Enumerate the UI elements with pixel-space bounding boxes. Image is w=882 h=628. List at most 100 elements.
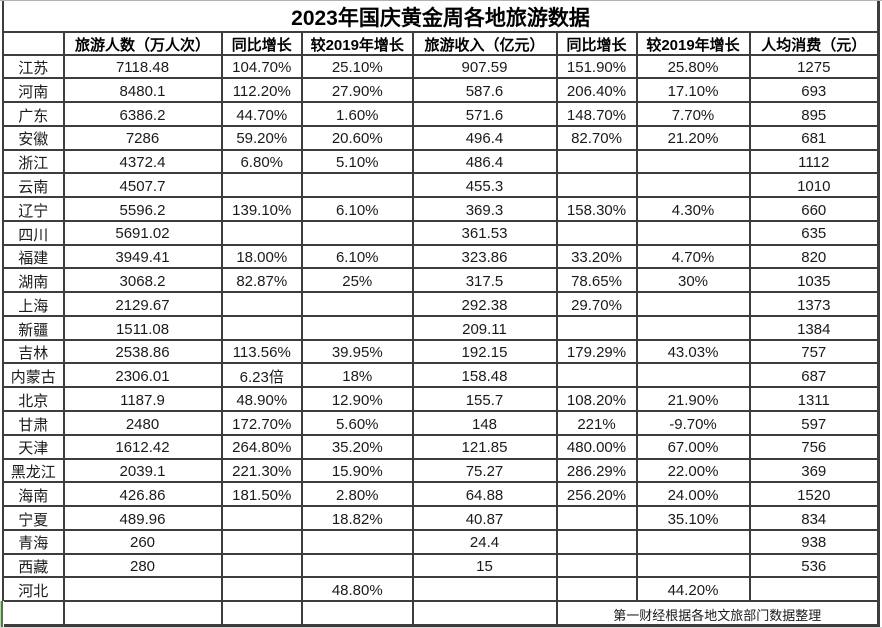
- table-cell[interactable]: 323.86: [413, 245, 556, 268]
- table-cell[interactable]: [557, 364, 636, 387]
- table-cell[interactable]: [637, 316, 749, 339]
- table-cell[interactable]: 7118.48: [64, 55, 221, 78]
- header-cell-vs2019-growth[interactable]: 较2019年增长: [303, 32, 412, 54]
- table-cell[interactable]: [303, 293, 412, 315]
- table-cell[interactable]: 286.29%: [557, 459, 636, 482]
- table-cell[interactable]: 4.30%: [637, 198, 749, 220]
- row-header-cell[interactable]: 浙江: [4, 150, 63, 173]
- table-cell[interactable]: 39.95%: [303, 340, 412, 363]
- table-cell[interactable]: [4, 602, 63, 624]
- table-cell[interactable]: 25%: [303, 269, 412, 292]
- table-cell[interactable]: 25.10%: [303, 55, 412, 78]
- table-cell[interactable]: 1311: [750, 388, 877, 410]
- table-cell[interactable]: 938: [750, 530, 877, 553]
- row-header-cell[interactable]: 辽宁: [4, 198, 63, 220]
- table-cell[interactable]: 206.40%: [557, 79, 636, 102]
- table-cell[interactable]: 907.59: [413, 55, 556, 78]
- row-header-cell[interactable]: 天津: [4, 435, 63, 458]
- table-cell[interactable]: 5.10%: [303, 150, 412, 173]
- table-cell[interactable]: 12.90%: [303, 388, 412, 410]
- table-cell[interactable]: 1384: [750, 316, 877, 339]
- table-cell[interactable]: 22.00%: [637, 459, 749, 482]
- row-header-cell[interactable]: 吉林: [4, 340, 63, 363]
- table-cell[interactable]: [637, 150, 749, 173]
- table-cell[interactable]: 2039.1: [64, 459, 221, 482]
- table-cell[interactable]: 82.70%: [557, 126, 636, 149]
- row-header-cell[interactable]: 宁夏: [4, 507, 63, 529]
- table-cell[interactable]: 571.6: [413, 103, 556, 125]
- table-cell[interactable]: 155.7: [413, 388, 556, 410]
- table-cell[interactable]: [303, 530, 412, 553]
- table-cell[interactable]: 1.60%: [303, 103, 412, 125]
- table-cell[interactable]: 587.6: [413, 79, 556, 102]
- row-header-cell[interactable]: 新疆: [4, 316, 63, 339]
- header-cell-visitors[interactable]: 旅游人数（万人次）: [64, 32, 221, 54]
- table-cell[interactable]: 3068.2: [64, 269, 221, 292]
- table-cell[interactable]: 48.80%: [303, 578, 412, 601]
- table-cell[interactable]: [557, 174, 636, 197]
- table-cell[interactable]: 1035: [750, 269, 877, 292]
- table-cell[interactable]: 4507.7: [64, 174, 221, 197]
- table-cell[interactable]: [637, 174, 749, 197]
- table-cell[interactable]: 67.00%: [637, 435, 749, 458]
- table-cell[interactable]: 192.15: [413, 340, 556, 363]
- table-cell[interactable]: 15: [413, 554, 556, 577]
- table-cell[interactable]: 108.20%: [557, 388, 636, 410]
- table-cell[interactable]: 820: [750, 245, 877, 268]
- table-cell[interactable]: 20.60%: [303, 126, 412, 149]
- row-header-cell[interactable]: 河北: [4, 578, 63, 601]
- table-cell[interactable]: 635: [750, 221, 877, 244]
- table-cell[interactable]: 2129.67: [64, 293, 221, 315]
- table-cell[interactable]: 82.87%: [222, 269, 301, 292]
- header-cell-yoy-growth[interactable]: 同比增长: [222, 32, 301, 54]
- table-cell[interactable]: 486.4: [413, 150, 556, 173]
- row-header-cell[interactable]: 云南: [4, 174, 63, 197]
- table-cell[interactable]: 6386.2: [64, 103, 221, 125]
- table-cell[interactable]: 480.00%: [557, 435, 636, 458]
- table-cell[interactable]: 148: [413, 411, 556, 434]
- table-cell[interactable]: 260: [64, 530, 221, 553]
- table-cell[interactable]: 48.90%: [222, 388, 301, 410]
- table-cell[interactable]: 8480.1: [64, 79, 221, 102]
- table-cell[interactable]: 693: [750, 79, 877, 102]
- table-cell[interactable]: 6.23倍: [222, 364, 301, 387]
- table-cell[interactable]: 426.86: [64, 483, 221, 506]
- table-cell[interactable]: -9.70%: [637, 411, 749, 434]
- table-cell[interactable]: 536: [750, 554, 877, 577]
- row-header-cell[interactable]: 江苏: [4, 55, 63, 78]
- row-header-cell[interactable]: 上海: [4, 293, 63, 315]
- table-cell[interactable]: [637, 293, 749, 315]
- table-cell[interactable]: 148.70%: [557, 103, 636, 125]
- table-cell[interactable]: 369.3: [413, 198, 556, 220]
- table-cell[interactable]: 1520: [750, 483, 877, 506]
- table-cell[interactable]: 24.00%: [637, 483, 749, 506]
- table-cell[interactable]: 1187.9: [64, 388, 221, 410]
- table-cell[interactable]: [413, 578, 556, 601]
- table-cell[interactable]: [64, 602, 221, 624]
- table-cell[interactable]: [557, 507, 636, 529]
- table-cell[interactable]: 7.70%: [637, 103, 749, 125]
- table-cell[interactable]: 2306.01: [64, 364, 221, 387]
- header-cell-revenue-yoy-growth[interactable]: 同比增长: [557, 32, 636, 54]
- row-header-cell[interactable]: 内蒙古: [4, 364, 63, 387]
- table-cell[interactable]: 7286: [64, 126, 221, 149]
- table-cell[interactable]: 151.90%: [557, 55, 636, 78]
- table-cell[interactable]: [413, 602, 556, 624]
- row-header-cell[interactable]: 福建: [4, 245, 63, 268]
- table-cell[interactable]: [64, 578, 221, 601]
- row-header-cell[interactable]: 湖南: [4, 269, 63, 292]
- table-cell[interactable]: 489.96: [64, 507, 221, 529]
- table-cell[interactable]: 660: [750, 198, 877, 220]
- table-cell[interactable]: 256.20%: [557, 483, 636, 506]
- table-cell[interactable]: [222, 174, 301, 197]
- table-cell[interactable]: 6.10%: [303, 245, 412, 268]
- table-cell[interactable]: 209.11: [413, 316, 556, 339]
- table-cell[interactable]: 369: [750, 459, 877, 482]
- table-cell[interactable]: 1511.08: [64, 316, 221, 339]
- table-cell[interactable]: 4372.4: [64, 150, 221, 173]
- row-header-cell[interactable]: 北京: [4, 388, 63, 410]
- table-cell[interactable]: 17.10%: [637, 79, 749, 102]
- table-cell[interactable]: [557, 221, 636, 244]
- table-cell[interactable]: [557, 530, 636, 553]
- table-cell[interactable]: 1373: [750, 293, 877, 315]
